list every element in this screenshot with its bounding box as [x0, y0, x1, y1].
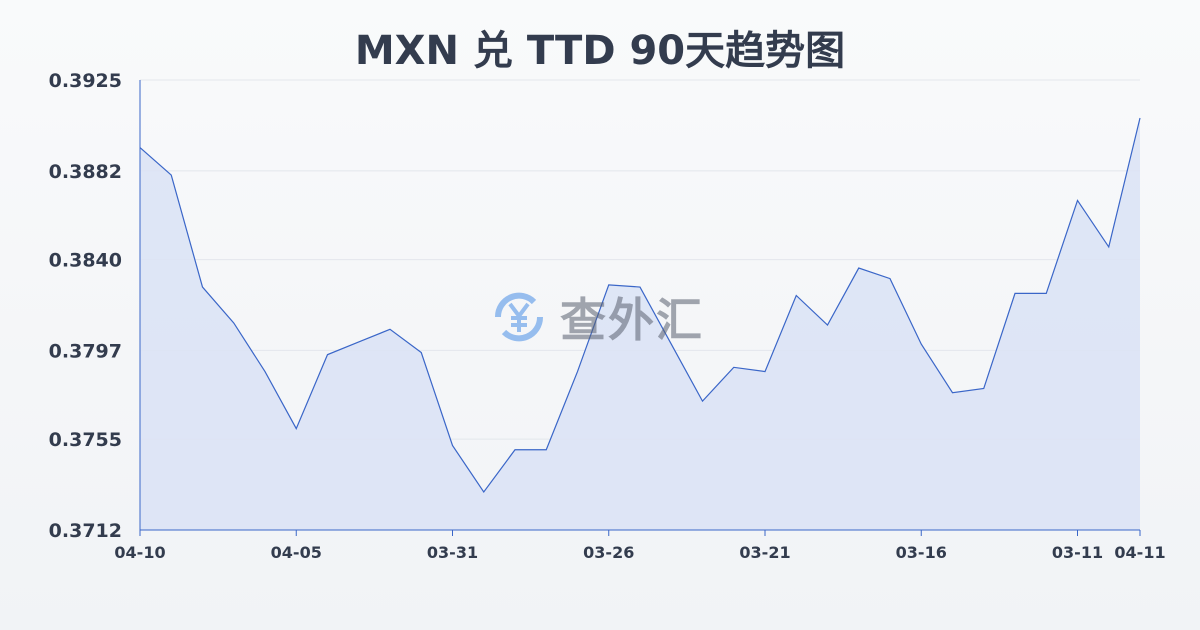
x-tick-label: 03-11 [1052, 543, 1103, 562]
y-tick-label: 0.3925 [49, 70, 122, 92]
watermark-text: 查外汇 [560, 293, 704, 347]
y-tick-label: 0.3797 [49, 340, 122, 362]
y-tick-label: 0.3840 [49, 250, 122, 272]
x-tick-label: 04-10 [114, 543, 165, 562]
chart-title: MXN 兑 TTD 90天趋势图 [354, 28, 846, 74]
y-tick-label: 0.3712 [49, 520, 122, 542]
y-tick-label: 0.3882 [49, 161, 122, 183]
x-tick-label: 03-26 [583, 543, 634, 562]
watermark: 查外汇 [488, 284, 704, 350]
area-fill [140, 118, 1140, 530]
yen-exchange-icon [494, 292, 544, 342]
x-tick-label: 03-16 [896, 543, 947, 562]
y-tick-label: 0.3755 [49, 429, 122, 451]
x-tick-label: 04-05 [271, 543, 322, 562]
x-tick-label: 03-31 [427, 543, 478, 562]
x-tick-label: 03-21 [739, 543, 790, 562]
x-tick-label: 04-11 [1114, 543, 1165, 562]
